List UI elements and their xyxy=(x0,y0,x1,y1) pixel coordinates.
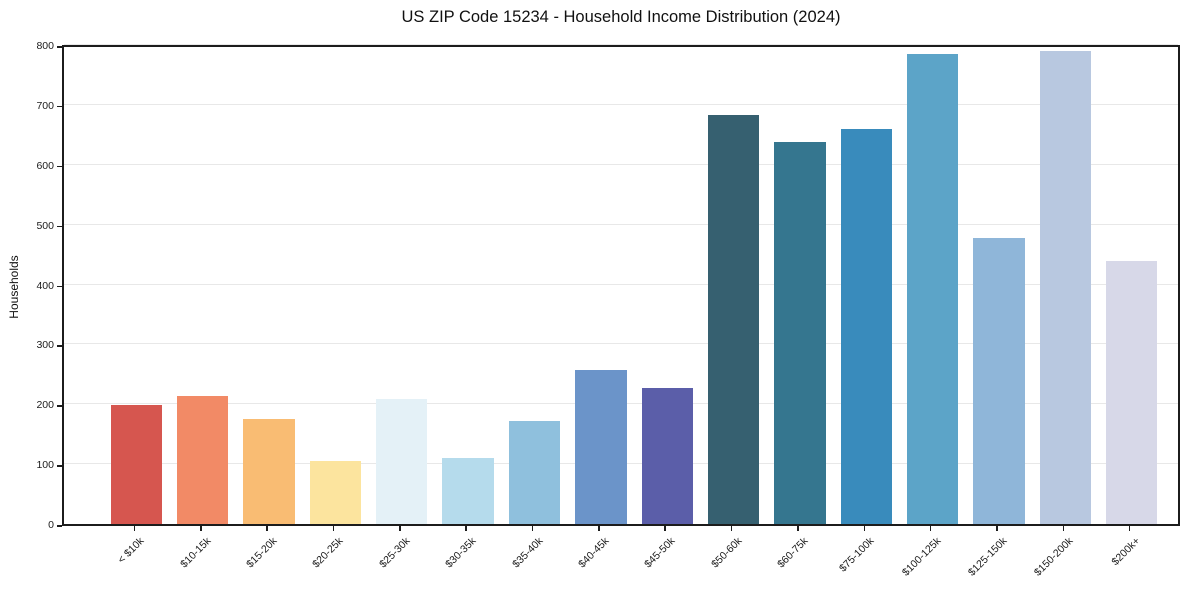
x-tick-mark-5 xyxy=(465,525,467,531)
gridline-y-400 xyxy=(64,283,1178,285)
bar-$10-15k xyxy=(177,396,229,524)
x-tick-label-10: $60-75k xyxy=(775,535,811,571)
y-tick-mark-300 xyxy=(57,345,62,347)
gridline-y-500 xyxy=(64,223,1178,225)
x-tick-label-1: $10-15k xyxy=(177,535,214,571)
bar-$15-20k xyxy=(243,418,295,524)
x-tick-mark-6 xyxy=(531,525,534,531)
gridline-y-700 xyxy=(64,103,1178,105)
x-tick-label-4: $25-30k xyxy=(376,535,413,571)
bar-$35-40k xyxy=(508,421,561,524)
bar-< $10k xyxy=(110,404,163,524)
bar-$25-30k xyxy=(376,399,428,524)
y-tick-label-300: 300 xyxy=(36,339,54,352)
bar-$75-100k xyxy=(840,128,892,524)
y-tick-label-600: 600 xyxy=(36,159,54,172)
gridline-y-600 xyxy=(64,163,1178,165)
bar-$50-60k xyxy=(707,115,760,524)
x-tick-label-7: $40-45k xyxy=(576,535,612,571)
x-tick-mark-12 xyxy=(929,525,932,531)
y-tick-label-400: 400 xyxy=(36,279,54,292)
bar-$40-45k xyxy=(575,369,627,524)
x-tick-label-12: $100-125k xyxy=(899,535,944,579)
x-tick-mark-9 xyxy=(730,525,733,531)
bar-$100-125k xyxy=(906,53,959,524)
x-tick-label-15: $200k+ xyxy=(1109,535,1143,569)
x-tick-mark-11 xyxy=(863,525,865,531)
y-tick-mark-700 xyxy=(57,105,62,108)
bar-$125-150k xyxy=(973,237,1025,524)
chart-title: US ZIP Code 15234 - Household Income Dis… xyxy=(401,8,841,26)
plot-area xyxy=(62,44,1180,526)
x-tick-label-6: $35-40k xyxy=(509,535,545,571)
x-tick-label-5: $30-35k xyxy=(443,535,479,571)
x-tick-mark-13 xyxy=(996,525,998,531)
x-tick-mark-2 xyxy=(266,525,268,531)
gridline-y-300 xyxy=(64,343,1178,345)
x-tick-mark-15 xyxy=(1128,525,1131,531)
y-tick-label-200: 200 xyxy=(36,399,54,412)
y-tick-label-700: 700 xyxy=(36,99,54,112)
x-tick-label-9: $50-60k xyxy=(708,535,745,571)
gridline-y-800 xyxy=(64,44,1178,45)
x-tick-mark-8 xyxy=(664,525,666,531)
y-tick-mark-600 xyxy=(57,165,62,168)
bar-$20-25k xyxy=(309,461,362,524)
bar-$30-35k xyxy=(442,458,494,524)
y-tick-mark-100 xyxy=(57,465,62,467)
x-tick-label-14: $150-200k xyxy=(1032,535,1076,579)
x-tick-label-0: < $10k xyxy=(115,535,147,566)
x-tick-label-8: $45-50k xyxy=(642,535,678,571)
y-tick-label-0: 0 xyxy=(48,519,54,531)
x-tick-mark-4 xyxy=(399,525,401,531)
x-tick-label-13: $125-150k xyxy=(965,535,1010,579)
y-tick-label-500: 500 xyxy=(36,219,54,232)
bar-$60-75k xyxy=(774,142,826,524)
bar-$150-200k xyxy=(1039,51,1091,524)
x-tick-mark-7 xyxy=(598,525,600,531)
y-tick-mark-200 xyxy=(57,405,62,407)
x-tick-label-11: $75-100k xyxy=(837,535,877,575)
y-tick-mark-500 xyxy=(57,225,62,228)
y-tick-mark-0 xyxy=(57,525,62,527)
x-tick-mark-10 xyxy=(797,525,799,531)
x-tick-mark-3 xyxy=(332,525,335,531)
x-tick-mark-1 xyxy=(200,525,202,531)
x-tick-label-3: $20-25k xyxy=(310,535,346,571)
x-tick-mark-14 xyxy=(1062,525,1065,531)
bar-$200k+ xyxy=(1105,260,1158,524)
x-tick-label-2: $15-20k xyxy=(244,535,280,571)
y-tick-mark-800 xyxy=(57,46,62,48)
bar-$45-50k xyxy=(641,388,693,524)
y-tick-label-100: 100 xyxy=(36,459,54,472)
y-tick-mark-400 xyxy=(57,285,62,287)
x-tick-mark-0 xyxy=(133,525,136,531)
y-tick-label-800: 800 xyxy=(36,40,54,52)
